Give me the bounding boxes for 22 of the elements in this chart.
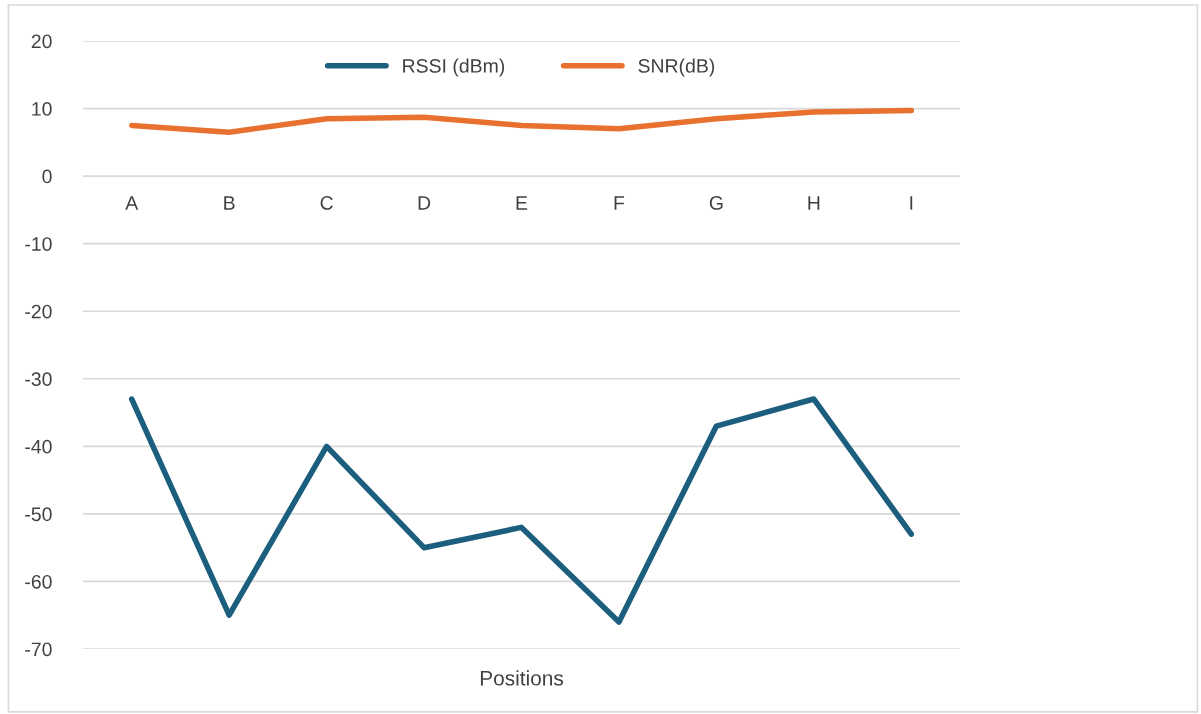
- legend-label: SNR(dB): [638, 58, 715, 77]
- x-tick-label: D: [418, 196, 431, 210]
- x-tick-label: H: [808, 196, 820, 210]
- x-tick-label: F: [614, 196, 625, 210]
- x-tick-label: C: [320, 196, 333, 210]
- y-tick-label: -20: [25, 304, 52, 319]
- y-tick-label: -40: [25, 439, 52, 454]
- x-tick-label: A: [125, 196, 139, 210]
- y-tick-label: -30: [25, 372, 52, 387]
- x-tick-label: I: [910, 196, 913, 210]
- legend-label: RSSI (dBm): [403, 58, 505, 77]
- y-tick-label: -10: [25, 237, 52, 251]
- x-tick-label: G: [709, 196, 723, 210]
- y-tick-label: -70: [25, 642, 52, 657]
- y-tick-label: 0: [42, 169, 52, 184]
- x-tick-label: E: [516, 196, 528, 210]
- y-tick-label: -50: [25, 507, 52, 522]
- y-tick-label: 20: [31, 34, 52, 49]
- x-tick-label: B: [224, 196, 235, 210]
- x-axis-title: Positions: [480, 670, 564, 686]
- y-tick-label: -60: [25, 574, 52, 589]
- y-tick-label: 10: [32, 102, 52, 116]
